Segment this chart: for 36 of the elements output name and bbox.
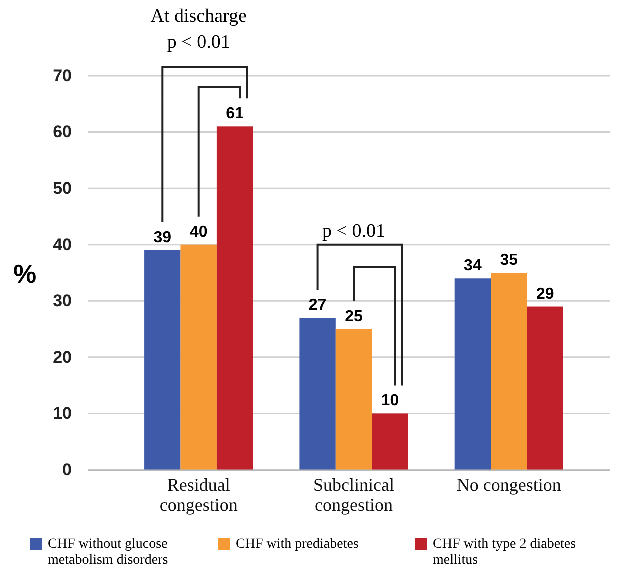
data-label: 39: [154, 229, 172, 246]
y-tick-label: 20: [53, 348, 72, 367]
bar: [300, 318, 336, 470]
y-axis-title: %: [13, 259, 37, 289]
data-label: 10: [381, 392, 400, 410]
annotation: p < 0.01: [322, 220, 386, 242]
y-tick-label: 10: [53, 404, 72, 424]
y-tick-label: 40: [53, 235, 72, 254]
bar: [216, 126, 254, 470]
legend-label: CHF with prediabetes: [236, 536, 359, 552]
bar: [527, 306, 564, 470]
data-label: 40: [190, 224, 208, 241]
bar: [454, 278, 492, 470]
bar: [144, 250, 181, 470]
y-tick-label: 70: [53, 66, 72, 86]
x-tick-label: No congestion: [456, 474, 562, 495]
data-label: 25: [345, 308, 363, 326]
x-tick-label: Residual congestion: [160, 474, 238, 515]
y-tick-label: 50: [53, 179, 72, 198]
x-tick-label: Subclinical congestion: [314, 474, 394, 515]
data-label: 35: [500, 252, 518, 269]
y-tick-label: 60: [53, 122, 72, 142]
bar: [336, 329, 372, 470]
bar: [372, 414, 408, 470]
data-label: 61: [226, 106, 244, 123]
data-label: 29: [536, 286, 554, 303]
legend-label: CHF with type 2 diabetes mellitus: [433, 536, 576, 568]
text: At discharge: [150, 6, 247, 27]
text: p < 0.01: [167, 32, 230, 53]
legend-label: CHF without glucose metabolism disorders: [48, 536, 168, 568]
bar: [491, 273, 528, 470]
data-label: 27: [308, 297, 327, 314]
data-label: 34: [464, 258, 482, 275]
y-tick-label: 30: [53, 292, 72, 311]
bar: [180, 244, 217, 470]
y-tick-label: 0: [62, 460, 72, 480]
